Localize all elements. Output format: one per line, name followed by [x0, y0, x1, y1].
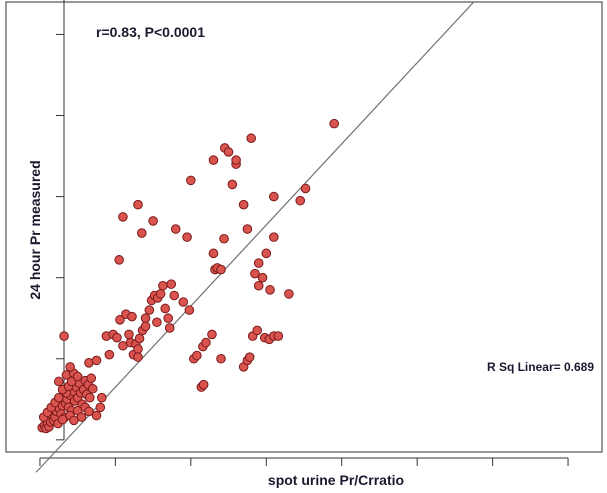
data-point	[140, 321, 151, 332]
data-point	[329, 118, 339, 129]
data-point	[198, 379, 209, 390]
data-point	[136, 228, 147, 238]
data-point	[148, 216, 158, 226]
data-point	[300, 183, 311, 194]
data-point	[192, 350, 202, 361]
data-point	[160, 303, 170, 314]
data-point	[201, 337, 211, 348]
data-point	[219, 233, 229, 244]
data-points	[37, 118, 339, 434]
data-point	[155, 289, 166, 299]
data-point	[207, 329, 217, 340]
data-point	[178, 297, 189, 307]
data-point	[127, 311, 137, 322]
data-point	[208, 155, 219, 165]
data-point	[163, 313, 174, 324]
data-point	[133, 352, 143, 362]
data-point	[269, 191, 279, 202]
data-point	[246, 133, 256, 144]
data-point	[231, 155, 241, 165]
data-point	[186, 175, 196, 186]
data-point	[257, 272, 268, 283]
data-point	[104, 349, 115, 360]
correlation-annotation: r=0.83, P<0.0001	[96, 24, 205, 40]
data-point	[208, 248, 219, 259]
data-point	[182, 232, 192, 242]
data-point	[284, 289, 294, 299]
data-point	[265, 285, 275, 295]
data-point	[261, 248, 272, 259]
data-point	[65, 362, 75, 372]
regression-line	[35, 1, 475, 473]
data-point	[253, 280, 264, 291]
x-axis-label: spot urine Pr/Crratio	[268, 472, 404, 488]
data-point	[76, 412, 87, 422]
data-point	[273, 331, 284, 341]
data-point	[144, 305, 155, 315]
data-point	[114, 255, 124, 265]
data-point	[133, 199, 143, 210]
data-point	[238, 199, 249, 210]
data-point	[95, 402, 106, 413]
axes	[39, 0, 569, 466]
r-squared-annotation: R Sq Linear= 0.689	[487, 360, 594, 374]
data-point	[252, 325, 263, 336]
data-point	[269, 232, 279, 242]
data-point	[223, 147, 234, 157]
data-point	[140, 313, 151, 324]
data-point	[295, 195, 306, 206]
data-point	[152, 317, 162, 328]
data-point	[158, 280, 168, 291]
data-point	[216, 264, 226, 275]
data-point	[54, 392, 64, 403]
data-point	[253, 258, 264, 268]
data-point	[54, 376, 64, 387]
data-point	[118, 212, 128, 222]
data-point	[227, 179, 238, 190]
data-point	[91, 355, 102, 366]
data-point	[133, 344, 143, 354]
data-point	[72, 371, 83, 382]
data-point	[87, 383, 98, 394]
data-point	[59, 331, 69, 341]
data-point	[112, 332, 122, 343]
data-point	[166, 279, 177, 289]
data-point	[84, 392, 95, 403]
data-point	[242, 224, 253, 234]
y-axis-label: 24 hour Pr measured	[27, 160, 43, 299]
data-point	[169, 290, 180, 301]
chart-frame	[5, 1, 603, 453]
data-point	[170, 224, 181, 234]
data-point	[91, 410, 102, 421]
data-point	[134, 333, 145, 344]
data-point	[86, 373, 97, 384]
data-point	[57, 414, 68, 425]
data-point	[184, 305, 195, 315]
data-point	[97, 392, 107, 403]
data-point	[250, 268, 260, 279]
data-point	[118, 340, 128, 351]
data-point	[115, 315, 125, 325]
data-point	[216, 353, 226, 364]
data-point	[124, 329, 134, 340]
data-point	[164, 323, 175, 333]
data-point	[244, 352, 255, 362]
data-point	[84, 406, 94, 417]
